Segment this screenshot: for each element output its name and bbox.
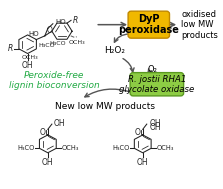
Text: H₃CO: H₃CO: [17, 145, 34, 151]
FancyBboxPatch shape: [128, 11, 169, 38]
Text: OH: OH: [22, 61, 33, 70]
Text: H₃CO: H₃CO: [112, 145, 129, 151]
Text: O: O: [40, 128, 45, 137]
Text: H₂O₂: H₂O₂: [104, 46, 125, 55]
Text: H₃CO: H₃CO: [39, 43, 55, 48]
Text: Peroxide-free
lignin bioconversion: Peroxide-free lignin bioconversion: [8, 71, 99, 90]
Text: OCH₃: OCH₃: [61, 145, 79, 151]
Text: New low MW products: New low MW products: [55, 102, 155, 111]
Text: OH: OH: [149, 123, 161, 132]
Text: R: R: [8, 44, 13, 53]
Text: DyP
peroxidase: DyP peroxidase: [118, 14, 179, 36]
Text: OCH₃: OCH₃: [22, 55, 38, 60]
Text: H₃CO: H₃CO: [50, 41, 66, 46]
Text: R: R: [73, 16, 78, 25]
Text: HO: HO: [56, 19, 66, 25]
Text: OH: OH: [149, 119, 161, 128]
Text: OCH₃: OCH₃: [156, 145, 173, 151]
FancyBboxPatch shape: [130, 73, 184, 96]
Text: OH: OH: [54, 119, 66, 128]
Text: O: O: [46, 26, 52, 35]
Text: OH: OH: [137, 158, 149, 167]
Text: O₂: O₂: [148, 65, 158, 74]
Text: O: O: [134, 128, 140, 137]
Text: OH: OH: [42, 158, 54, 167]
Text: OCH₃: OCH₃: [69, 40, 85, 45]
Text: oxidised
low MW
products: oxidised low MW products: [181, 10, 218, 40]
Text: R. jostii RHA1
glycolate oxidase: R. jostii RHA1 glycolate oxidase: [119, 74, 194, 94]
Text: HO: HO: [28, 31, 39, 37]
